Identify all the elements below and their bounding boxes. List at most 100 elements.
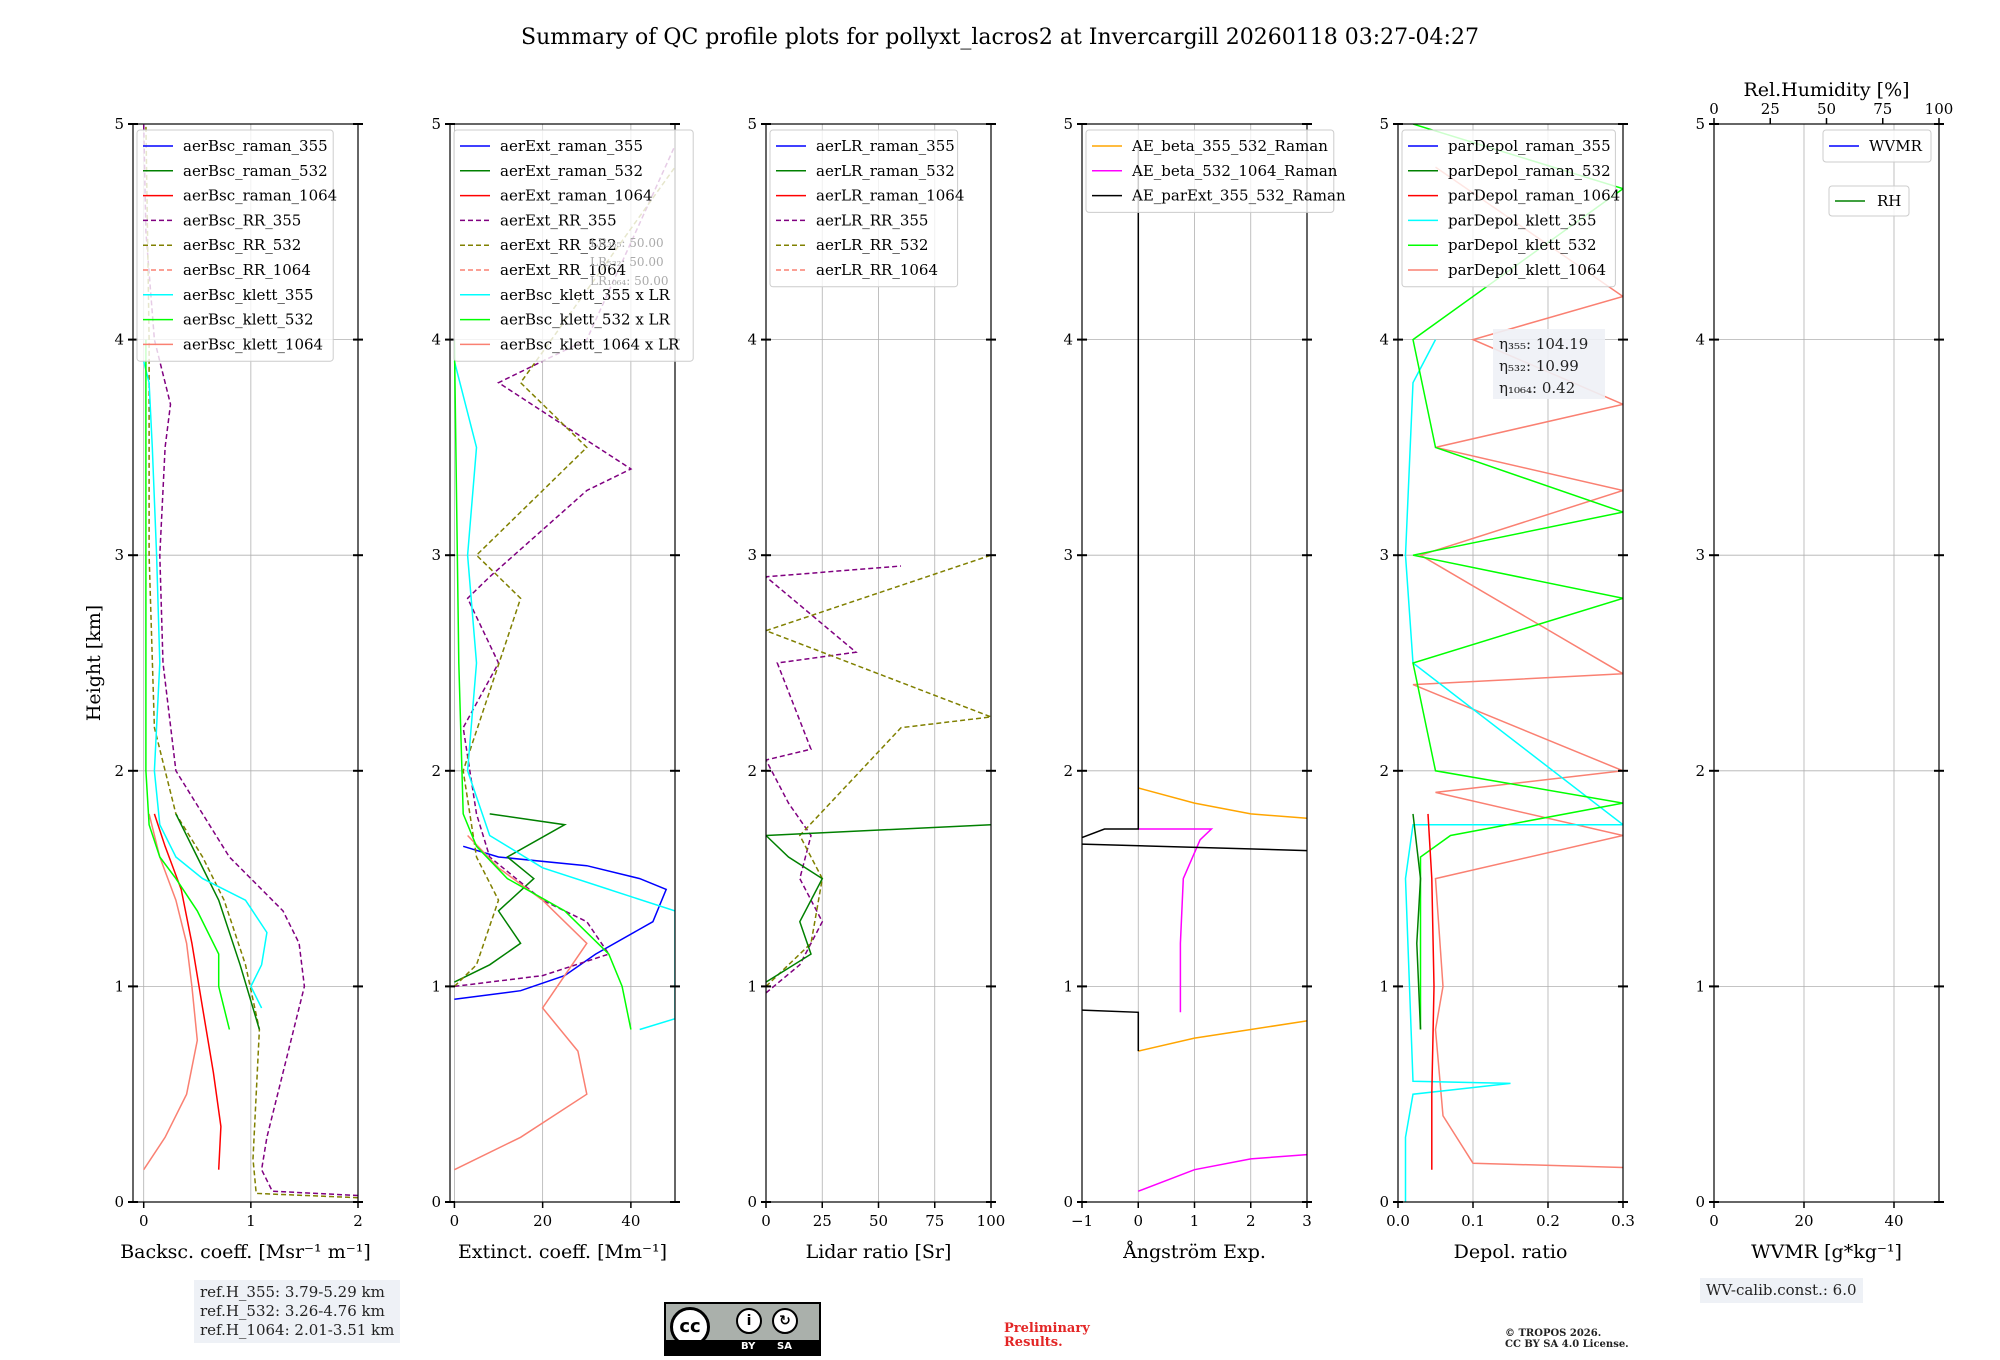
- cc-badge-bar: [666, 1340, 819, 1354]
- ytick-label: 5: [1063, 115, 1073, 133]
- series-line-AE_beta_355_532_Raman: [1138, 1020, 1307, 1052]
- ytick-label: 0: [1695, 1193, 1705, 1211]
- xtick-label: 2: [353, 1212, 363, 1230]
- series-line-aerExt_RR_532: [453, 166, 675, 987]
- ytick-label: 2: [1695, 762, 1705, 780]
- cc-sa-label: SA: [777, 1341, 792, 1352]
- legend-box: [1828, 185, 1910, 217]
- xtick-label: 100: [977, 1212, 1006, 1230]
- cc-by-label: BY: [741, 1341, 756, 1352]
- xtick-label: 2: [1246, 1212, 1256, 1230]
- series-group: [142, 124, 358, 1199]
- ytick-label: 5: [1695, 115, 1705, 133]
- series-line-AE_parExt_355_532_Raman: [1082, 1009, 1140, 1052]
- ytick-label: 2: [1063, 762, 1073, 780]
- series-line-aerBsc_raman_532: [175, 813, 261, 1030]
- xtick-label: 0: [761, 1212, 771, 1230]
- xtick-label: 0.0: [1386, 1212, 1410, 1230]
- legend-label: aerBsc_klett_355: [183, 286, 314, 304]
- cc-license-badge: cc i ↻ BY SA: [664, 1302, 821, 1356]
- ytick-label: 5: [747, 115, 757, 133]
- eta-label: η₅₃₂: 10.99: [1499, 357, 1579, 375]
- legend-label: aerBsc_klett_1064 x LR: [500, 335, 680, 353]
- legend-label: aerLR_raman_1064: [816, 187, 964, 205]
- panel-depolarization: 0 1 2 3 4 5 0.0 0.1 0.2 0.3 Depol. ratio parDepol_r…: [1379, 115, 1634, 1263]
- legend-label: aerBsc_raman_355: [183, 137, 328, 155]
- xtick-label: 0.3: [1611, 1212, 1635, 1230]
- legend-label: parDepol_klett_1064: [1448, 261, 1606, 279]
- xtick-label: 1: [1190, 1212, 1200, 1230]
- legend-label: aerExt_RR_355: [500, 211, 617, 229]
- ytick-label: 4: [747, 331, 757, 349]
- ytick-label: 4: [114, 331, 124, 349]
- xtick-label: 25: [813, 1212, 832, 1230]
- ytick-label: 3: [1379, 546, 1389, 564]
- series-line-aerLR_RR_532: [766, 554, 991, 987]
- series-line-aerBsc_klett_532 x LR: [453, 339, 632, 1030]
- legend-box: [453, 129, 694, 362]
- xtick-label: 50: [869, 1212, 888, 1230]
- wv-calibration-box: WV-calib.const.: 6.0: [1700, 1278, 1863, 1303]
- series-line-aerBsc_klett_1064: [143, 813, 199, 1171]
- series-line-aerBsc_klett_1064 x LR: [454, 834, 588, 1171]
- legend-box: [1401, 129, 1616, 288]
- copyright-line-2: CC BY SA 4.0 License.: [1505, 1339, 1629, 1350]
- x-axis-label: Backsc. coeff. [Msr⁻¹ m⁻¹]: [120, 1241, 371, 1263]
- copyright-line-1: © TROPOS 2026.: [1505, 1328, 1602, 1339]
- legend-label: aerLR_RR_355: [816, 211, 928, 229]
- top-xtick-label: 75: [1873, 100, 1892, 118]
- xtick-label: 40: [621, 1212, 640, 1230]
- axes-frame: [1713, 123, 1940, 1203]
- preliminary-results-label: Preliminary Results.: [1004, 1322, 1090, 1350]
- ytick-label: 4: [1695, 331, 1705, 349]
- top-xtick-label: 100: [1925, 100, 1954, 118]
- legend-label: aerBsc_klett_532 x LR: [500, 311, 671, 329]
- x-axis-label: Extinct. coeff. [Mm⁻¹]: [458, 1241, 667, 1263]
- legend-label: parDepol_raman_1064: [1448, 187, 1620, 205]
- axes-frame: [132, 123, 359, 1203]
- y-axis-label: Height [km]: [83, 605, 105, 721]
- ytick-label: 2: [747, 762, 757, 780]
- legend-box: [136, 129, 334, 362]
- series-line-aerBsc_RR_355: [142, 124, 358, 1197]
- ytick-label: 2: [431, 762, 441, 780]
- ytick-label: 3: [747, 546, 757, 564]
- series-line-parDepol_raman_532: [1412, 813, 1422, 1030]
- panel-backscatter: 0 1 2 3 4 5 0 1 2 Backsc. coeff. [Msr⁻¹ m⁻¹] Heigh…: [83, 115, 371, 1263]
- legend-label-wvmr: WVMR: [1869, 137, 1923, 155]
- ytick-label: 1: [1379, 977, 1389, 995]
- eta-box: [1493, 329, 1605, 399]
- series-group: [453, 145, 675, 1171]
- copyright-notice: © TROPOS 2026. CC BY SA 4.0 License.: [1505, 1328, 1629, 1350]
- ytick-label: 3: [431, 546, 441, 564]
- legend-label: aerBsc_RR_1064: [183, 261, 311, 279]
- eta-label: η₁₀₆₄: 0.42: [1499, 379, 1575, 397]
- series-line-aerBsc_klett_532: [145, 339, 231, 1030]
- legend-label: parDepol_raman_532: [1448, 162, 1611, 180]
- legend-label: aerBsc_klett_532: [183, 311, 314, 329]
- legend-label: aerExt_raman_1064: [500, 187, 653, 205]
- top-xtick-label: 0: [1709, 100, 1719, 118]
- ref-height-1064: ref.H_1064: 2.01-3.51 km: [200, 1321, 395, 1339]
- series-line-AE_beta_532_1064_Raman: [1138, 1153, 1307, 1192]
- legend-label: aerLR_RR_532: [816, 236, 928, 254]
- legend-label: aerLR_RR_1064: [816, 261, 938, 279]
- ytick-label: 1: [747, 977, 757, 995]
- xtick-label: 0: [1709, 1212, 1719, 1230]
- xtick-label: 1: [246, 1212, 256, 1230]
- preliminary-line-1: Preliminary: [1004, 1321, 1090, 1336]
- xtick-label: 0.1: [1461, 1212, 1485, 1230]
- preliminary-line-2: Results.: [1004, 1335, 1063, 1350]
- series-line-AE_parExt_355_532_Raman_hook: [1082, 145, 1140, 839]
- legend-label: aerLR_raman_355: [816, 137, 955, 155]
- xtick-label: 0.2: [1536, 1212, 1560, 1230]
- series-line-aerExt_raman_532: [454, 813, 567, 983]
- series-line-parDepol_klett_355: [1404, 339, 1623, 1202]
- legend-box: [1085, 129, 1335, 213]
- xtick-label: 0: [450, 1212, 460, 1230]
- series-line-aerLR_RR_355: [766, 565, 902, 994]
- panel-extinction: 0 1 2 3 4 5 0 20 40 Extinct. coeff. [Mm⁻¹] aerExt_…: [431, 115, 694, 1263]
